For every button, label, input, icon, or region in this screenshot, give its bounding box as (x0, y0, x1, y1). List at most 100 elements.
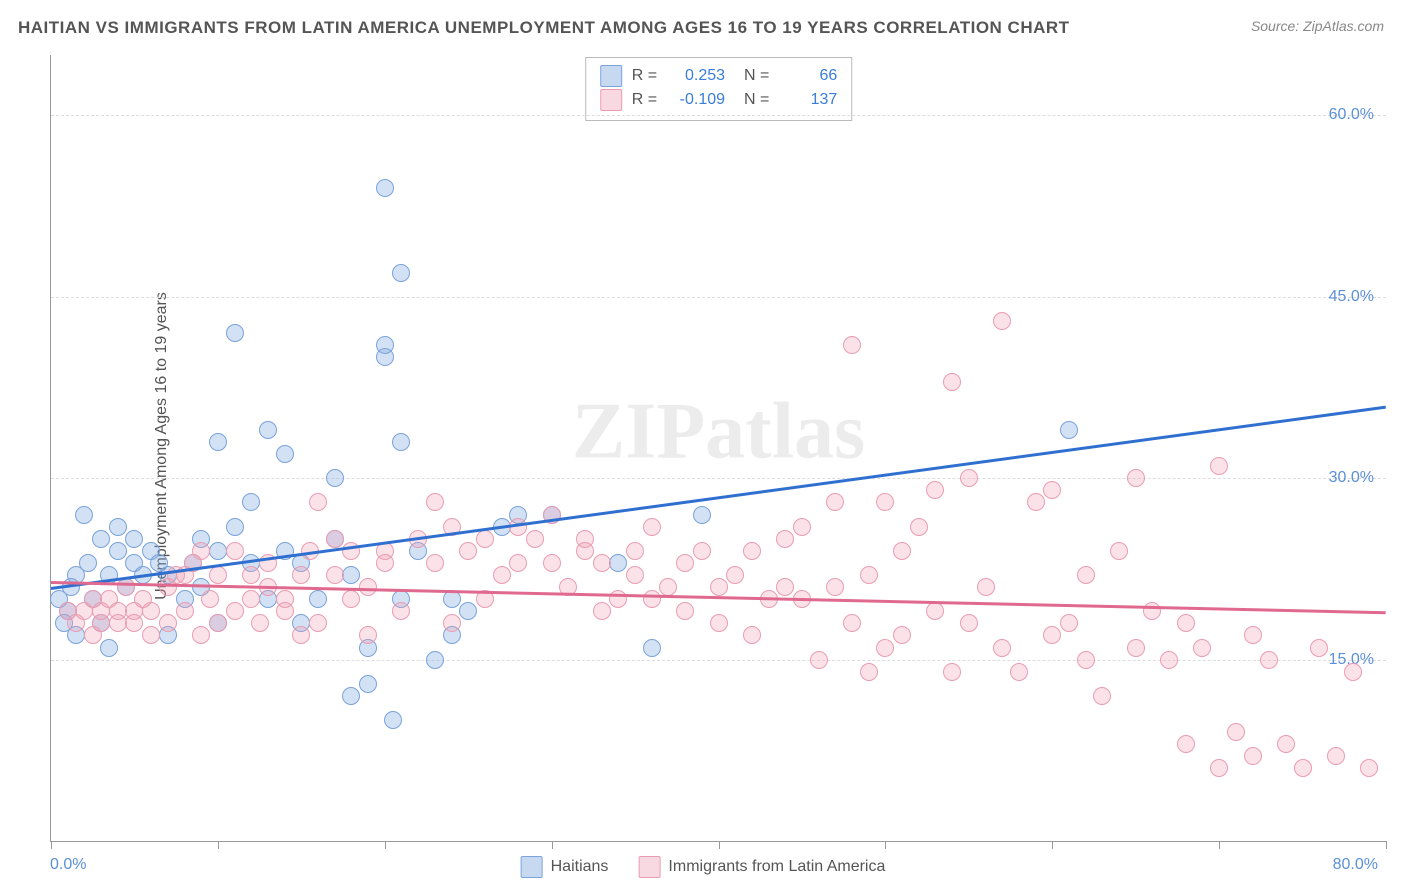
data-point (201, 590, 219, 608)
data-point (242, 493, 260, 511)
data-point (342, 687, 360, 705)
data-point (326, 530, 344, 548)
data-point (676, 554, 694, 572)
data-point (1277, 735, 1295, 753)
data-point (826, 493, 844, 511)
data-point (109, 542, 127, 560)
data-point (1210, 759, 1228, 777)
x-tick (885, 841, 886, 849)
data-point (1327, 747, 1345, 765)
legend-item-a: Haitians (521, 856, 609, 878)
data-point (326, 566, 344, 584)
data-point (543, 554, 561, 572)
x-tick (1386, 841, 1387, 849)
data-point (309, 493, 327, 511)
data-point (384, 711, 402, 729)
data-point (192, 542, 210, 560)
x-tick (552, 841, 553, 849)
data-point (993, 312, 1011, 330)
data-point (793, 518, 811, 536)
data-point (1177, 614, 1195, 632)
data-point (100, 639, 118, 657)
stats-row-b: R = -0.109 N = 137 (600, 88, 838, 112)
data-point (292, 626, 310, 644)
legend-label-b: Immigrants from Latin America (668, 858, 885, 876)
data-point (1360, 759, 1378, 777)
data-point (960, 469, 978, 487)
x-tick (1219, 841, 1220, 849)
data-point (593, 554, 611, 572)
data-point (476, 530, 494, 548)
r-label: R = (632, 88, 657, 112)
x-axis-max-label: 80.0% (1333, 856, 1378, 874)
data-point (226, 324, 244, 342)
data-point (826, 578, 844, 596)
data-point (1260, 651, 1278, 669)
data-point (142, 626, 160, 644)
x-tick (385, 841, 386, 849)
data-point (926, 481, 944, 499)
data-point (242, 566, 260, 584)
data-point (1010, 663, 1028, 681)
data-point (977, 578, 995, 596)
n-value-a: 66 (779, 64, 837, 88)
data-point (1127, 639, 1145, 657)
data-point (643, 590, 661, 608)
n-label: N = (735, 88, 769, 112)
r-value-b: -0.109 (667, 88, 725, 112)
data-point (993, 639, 1011, 657)
data-point (1127, 469, 1145, 487)
gridline (51, 115, 1386, 116)
watermark: ZIPatlas (572, 387, 865, 478)
data-point (593, 602, 611, 620)
legend-item-b: Immigrants from Latin America (638, 856, 885, 878)
data-point (1027, 493, 1045, 511)
data-point (342, 566, 360, 584)
data-point (876, 493, 894, 511)
n-value-b: 137 (779, 88, 837, 112)
data-point (192, 626, 210, 644)
data-point (710, 614, 728, 632)
legend-label-a: Haitians (551, 858, 609, 876)
data-point (226, 542, 244, 560)
data-point (292, 566, 310, 584)
series-legend: Haitians Immigrants from Latin America (521, 856, 886, 878)
data-point (392, 264, 410, 282)
plot-area: ZIPatlas R = 0.253 N = 66 R = -0.109 N =… (50, 55, 1386, 842)
data-point (251, 614, 269, 632)
data-point (376, 336, 394, 354)
data-point (426, 651, 444, 669)
data-point (342, 590, 360, 608)
data-point (1110, 542, 1128, 560)
data-point (426, 554, 444, 572)
data-point (209, 566, 227, 584)
data-point (359, 675, 377, 693)
data-point (626, 542, 644, 560)
data-point (1093, 687, 1111, 705)
stats-row-a: R = 0.253 N = 66 (600, 64, 838, 88)
data-point (843, 614, 861, 632)
data-point (226, 602, 244, 620)
data-point (242, 590, 260, 608)
x-tick (51, 841, 52, 849)
data-point (459, 602, 477, 620)
data-point (810, 651, 828, 669)
data-point (1060, 421, 1078, 439)
data-point (209, 433, 227, 451)
data-point (676, 602, 694, 620)
data-point (392, 433, 410, 451)
data-point (493, 566, 511, 584)
data-point (1043, 626, 1061, 644)
data-point (576, 530, 594, 548)
data-point (426, 493, 444, 511)
data-point (276, 590, 294, 608)
x-axis-min-label: 0.0% (50, 856, 86, 874)
data-point (176, 602, 194, 620)
data-point (726, 566, 744, 584)
data-point (326, 469, 344, 487)
x-tick (218, 841, 219, 849)
data-point (1244, 747, 1262, 765)
swatch-haitians (600, 65, 622, 87)
data-point (776, 530, 794, 548)
data-point (710, 578, 728, 596)
